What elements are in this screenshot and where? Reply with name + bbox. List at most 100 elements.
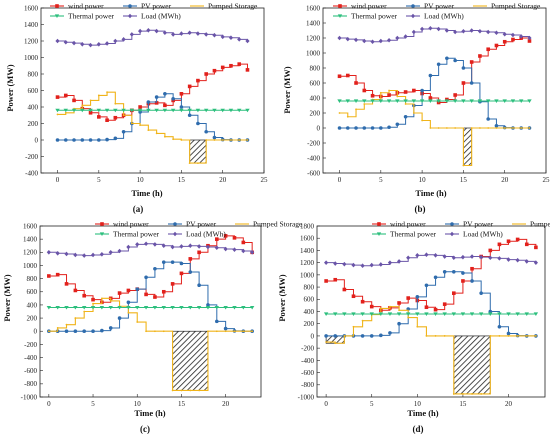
data-point bbox=[230, 139, 232, 141]
data-point bbox=[477, 28, 483, 34]
data-point bbox=[161, 260, 166, 264]
data-point bbox=[403, 99, 408, 103]
data-point bbox=[188, 305, 193, 310]
data-point bbox=[527, 99, 532, 103]
data-point bbox=[55, 305, 60, 310]
data-point bbox=[351, 262, 356, 268]
data-point bbox=[221, 139, 224, 141]
data-point bbox=[433, 307, 438, 312]
data-point bbox=[47, 330, 50, 333]
data-point bbox=[515, 312, 520, 316]
data-point bbox=[179, 108, 184, 113]
y-tick-label: 1000 bbox=[300, 271, 315, 279]
storage-pumping-area bbox=[463, 127, 473, 166]
series-line bbox=[57, 63, 248, 121]
data-point bbox=[127, 311, 130, 314]
data-point bbox=[363, 103, 366, 105]
data-point bbox=[121, 37, 126, 42]
data-point bbox=[323, 312, 329, 316]
series-wind bbox=[47, 234, 254, 305]
data-point bbox=[460, 312, 466, 316]
data-point bbox=[135, 305, 140, 310]
data-point bbox=[135, 287, 140, 291]
data-point bbox=[345, 99, 350, 103]
y-axis-label: Power (MW) bbox=[282, 66, 292, 113]
data-point bbox=[55, 272, 60, 277]
data-point bbox=[161, 289, 166, 294]
series-thermal bbox=[46, 305, 255, 310]
data-point bbox=[188, 162, 191, 165]
data-point bbox=[146, 100, 151, 104]
legend-label: Thermal power bbox=[351, 12, 398, 21]
y-tick-label: -400 bbox=[25, 169, 38, 177]
data-point bbox=[451, 255, 456, 261]
data-point bbox=[478, 312, 484, 316]
data-point bbox=[388, 89, 390, 92]
data-point bbox=[73, 329, 78, 334]
data-point bbox=[117, 291, 122, 295]
data-point bbox=[502, 99, 507, 103]
data-point bbox=[104, 41, 110, 46]
data-point bbox=[512, 127, 514, 129]
series-line bbox=[326, 254, 537, 267]
data-point bbox=[81, 104, 84, 107]
y-tick-label: 200 bbox=[304, 320, 315, 328]
data-point bbox=[378, 312, 384, 316]
data-point bbox=[489, 335, 492, 337]
data-point bbox=[108, 305, 113, 310]
y-tick-label: -1000 bbox=[298, 393, 315, 401]
data-point bbox=[232, 236, 237, 240]
data-point bbox=[82, 293, 86, 298]
plot-frame bbox=[39, 225, 262, 398]
data-point bbox=[64, 305, 69, 310]
data-point bbox=[139, 124, 142, 127]
data-point bbox=[46, 250, 51, 255]
data-point bbox=[470, 279, 474, 283]
legend-marker bbox=[376, 232, 382, 236]
data-point bbox=[454, 127, 457, 129]
data-point bbox=[129, 32, 134, 37]
data-point bbox=[486, 47, 490, 52]
data-point bbox=[337, 35, 342, 41]
data-point bbox=[126, 300, 131, 305]
data-point bbox=[515, 257, 520, 263]
data-point bbox=[437, 127, 440, 129]
x-tick-label: 20 bbox=[501, 176, 509, 184]
data-point bbox=[245, 68, 250, 72]
data-point bbox=[105, 137, 109, 142]
series-line bbox=[326, 306, 536, 395]
data-point bbox=[398, 309, 400, 312]
x-tick-label: 10 bbox=[134, 400, 142, 408]
data-point bbox=[433, 312, 438, 316]
y-tick-label: -400 bbox=[301, 357, 314, 365]
y-tick-label: 200 bbox=[310, 109, 321, 117]
data-point bbox=[63, 108, 68, 113]
legend-marker bbox=[128, 4, 132, 8]
data-point bbox=[488, 248, 493, 253]
data-point bbox=[510, 99, 516, 103]
data-point bbox=[324, 334, 328, 338]
data-point bbox=[387, 125, 391, 130]
data-point bbox=[494, 43, 499, 48]
data-point bbox=[396, 259, 402, 264]
legend-label: Load (MWh) bbox=[463, 230, 503, 239]
data-point bbox=[196, 121, 200, 126]
data-point bbox=[197, 283, 201, 287]
x-tick-label: 15 bbox=[178, 400, 186, 408]
data-point bbox=[451, 312, 456, 316]
data-point bbox=[533, 260, 538, 265]
data-point bbox=[460, 254, 466, 260]
data-point bbox=[232, 305, 237, 310]
data-point bbox=[171, 389, 174, 392]
data-point bbox=[461, 28, 466, 34]
x-axis-label: Time (h) bbox=[131, 188, 162, 198]
data-point bbox=[386, 37, 392, 43]
y-tick-label: 800 bbox=[310, 64, 321, 72]
y-tick-label: 1200 bbox=[306, 34, 321, 42]
data-point bbox=[154, 95, 159, 99]
data-point bbox=[362, 38, 367, 44]
data-point bbox=[196, 78, 200, 83]
legend-marker bbox=[450, 222, 454, 226]
data-point bbox=[342, 261, 347, 267]
data-point bbox=[420, 88, 424, 93]
